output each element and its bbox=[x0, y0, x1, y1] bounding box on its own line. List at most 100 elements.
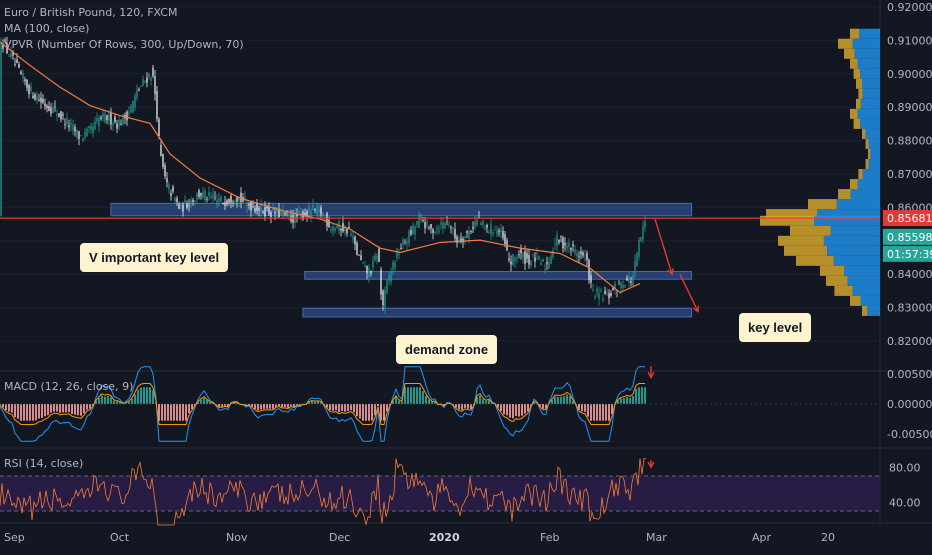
macd-hist-bar bbox=[593, 404, 595, 421]
time-label: Feb bbox=[540, 531, 559, 544]
candle-body bbox=[620, 283, 621, 288]
candle-body bbox=[558, 240, 559, 243]
macd-hist-bar bbox=[416, 387, 418, 404]
candle-body bbox=[166, 178, 167, 182]
macd-hist-bar bbox=[14, 404, 16, 417]
candle-body bbox=[372, 261, 373, 268]
macd-hist-bar bbox=[5, 404, 7, 410]
macd-hist-bar bbox=[623, 398, 625, 404]
candle-body bbox=[622, 285, 623, 288]
macd-hist-bar bbox=[20, 404, 22, 421]
macd-hist-bar bbox=[35, 404, 37, 420]
candle-body bbox=[84, 132, 85, 138]
macd-hist-bar bbox=[509, 404, 511, 417]
candle-body bbox=[534, 257, 535, 261]
macd-hist-bar bbox=[137, 390, 139, 404]
candle-body bbox=[188, 206, 189, 207]
macd-hist-bar bbox=[518, 404, 520, 417]
macd-hist-bar bbox=[608, 404, 610, 421]
candle-body bbox=[544, 269, 545, 270]
candle-body bbox=[202, 192, 203, 198]
macd-hist-bar bbox=[464, 404, 466, 408]
candle-body bbox=[54, 106, 55, 107]
candle-body bbox=[582, 252, 583, 255]
candle-body bbox=[354, 237, 355, 245]
candle-body bbox=[154, 76, 155, 94]
candle-body bbox=[162, 154, 163, 167]
candle-body bbox=[454, 229, 455, 238]
macd-hist-bar bbox=[263, 404, 265, 409]
macd-hist-bar bbox=[584, 404, 586, 412]
candle-body bbox=[194, 200, 195, 201]
arrows-layer bbox=[648, 219, 698, 467]
macd-hist-bar bbox=[329, 404, 331, 410]
vpvr-down-bar bbox=[850, 29, 859, 39]
macd-hist-bar bbox=[80, 404, 82, 416]
candle-body bbox=[178, 204, 179, 208]
vpvr-up-bar bbox=[860, 69, 880, 79]
macd-hist-bar bbox=[590, 404, 592, 421]
candle-body bbox=[150, 78, 151, 81]
candle-body bbox=[612, 288, 613, 290]
vpvr-down-bar bbox=[868, 149, 870, 159]
vpvr-down-bar bbox=[856, 99, 861, 109]
candle-body bbox=[496, 231, 497, 235]
macd-hist-bar bbox=[638, 387, 640, 404]
vpvr-down-bar bbox=[796, 256, 834, 266]
vpvr-up-bar bbox=[834, 256, 880, 266]
macd-hist-bar bbox=[272, 404, 274, 409]
candle-body bbox=[336, 226, 337, 228]
vpvr-up-bar bbox=[851, 189, 880, 199]
candle-body bbox=[624, 286, 625, 287]
candle-body bbox=[332, 227, 333, 232]
candle-body bbox=[44, 104, 45, 107]
macd-hist-bar bbox=[413, 387, 415, 404]
vpvr-up-bar bbox=[855, 49, 880, 59]
macd-hist-bar bbox=[68, 404, 70, 412]
candle-body bbox=[316, 206, 317, 214]
macd-hist-bar bbox=[419, 387, 421, 404]
candle-body bbox=[86, 129, 87, 137]
candle-body bbox=[360, 255, 361, 260]
vpvr-down-bar bbox=[850, 109, 858, 119]
candle-body bbox=[414, 227, 415, 235]
candle-body bbox=[494, 230, 495, 231]
macd-hist-bar bbox=[644, 387, 646, 404]
candle-body bbox=[170, 193, 171, 196]
candle-body bbox=[580, 252, 581, 254]
candle-body bbox=[430, 224, 431, 228]
macd-hist-bar bbox=[182, 404, 184, 421]
candle-body bbox=[104, 113, 105, 122]
candle-body bbox=[426, 221, 427, 225]
candle-body bbox=[264, 207, 265, 216]
macd-hist-bar bbox=[173, 404, 175, 421]
macd-tick: 0.00000 bbox=[887, 398, 932, 411]
macd-tick: -0.00500 bbox=[887, 428, 932, 441]
price-tick: 0.87000 bbox=[887, 168, 932, 181]
candle-body bbox=[160, 145, 161, 156]
candle-body bbox=[464, 236, 465, 237]
candle-body bbox=[352, 236, 353, 239]
candle-body bbox=[604, 291, 605, 294]
candle-body bbox=[566, 246, 567, 248]
candle-body bbox=[28, 85, 29, 94]
time-label: 2020 bbox=[429, 531, 460, 544]
candle-body bbox=[190, 200, 191, 205]
vpvr-down-bar bbox=[784, 246, 827, 256]
candle-body bbox=[254, 208, 255, 211]
macd-hist-bar bbox=[395, 397, 397, 404]
candle-body bbox=[362, 262, 363, 263]
candle-body bbox=[152, 68, 153, 77]
candle-body bbox=[606, 292, 607, 293]
candle-body bbox=[636, 253, 637, 265]
candle-body bbox=[466, 231, 467, 233]
candle-body bbox=[306, 212, 307, 216]
macd-hist-bar bbox=[104, 397, 106, 404]
macd-hist-bar bbox=[479, 395, 481, 404]
candle-body bbox=[442, 222, 443, 228]
candle-body bbox=[522, 253, 523, 258]
candle-body bbox=[516, 257, 517, 258]
candle-body bbox=[130, 105, 131, 112]
